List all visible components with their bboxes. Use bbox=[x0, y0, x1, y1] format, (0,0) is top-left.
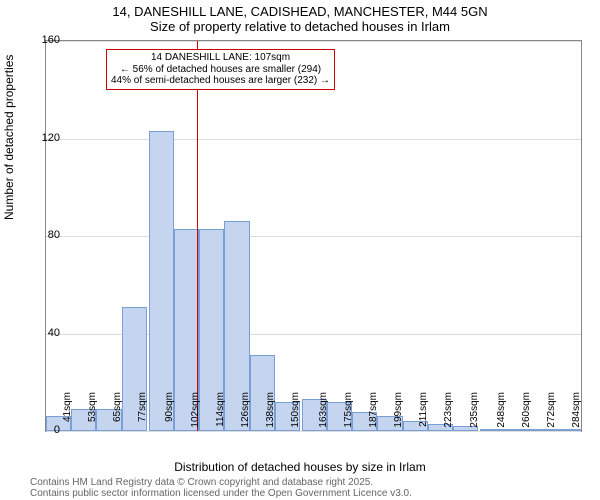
xtick-label: 223sqm bbox=[443, 392, 454, 432]
xtick-label: 163sqm bbox=[318, 392, 329, 432]
xtick-label: 126sqm bbox=[240, 392, 251, 432]
chart-area: 14 DANESHILL LANE: 107sqm← 56% of detach… bbox=[45, 40, 582, 432]
x-axis-label: Distribution of detached houses by size … bbox=[0, 460, 600, 474]
xtick-label: 90sqm bbox=[164, 392, 175, 432]
annotation-line1: 14 DANESHILL LANE: 107sqm bbox=[111, 52, 330, 64]
xtick-label: 248sqm bbox=[496, 392, 507, 432]
xtick-label: 102sqm bbox=[190, 392, 201, 432]
xtick-label: 260sqm bbox=[521, 392, 532, 432]
footer-line1: Contains HM Land Registry data © Crown c… bbox=[30, 477, 373, 488]
ytick-label: 120 bbox=[30, 132, 60, 144]
xtick-label: 235sqm bbox=[469, 392, 480, 432]
xtick-label: 199sqm bbox=[393, 392, 404, 432]
ytick-label: 160 bbox=[30, 34, 60, 46]
xtick-label: 175sqm bbox=[343, 392, 354, 432]
title-line1: 14, DANESHILL LANE, CADISHEAD, MANCHESTE… bbox=[0, 0, 600, 19]
histogram-bar bbox=[149, 131, 174, 431]
xtick-label: 150sqm bbox=[290, 392, 301, 432]
footer-line2: Contains public sector information licen… bbox=[30, 488, 412, 499]
annotation-box: 14 DANESHILL LANE: 107sqm← 56% of detach… bbox=[106, 49, 335, 90]
xtick-label: 77sqm bbox=[137, 392, 148, 432]
xtick-label: 138sqm bbox=[265, 392, 276, 432]
annotation-line3: 44% of semi-detached houses are larger (… bbox=[111, 75, 330, 87]
ytick-label: 0 bbox=[30, 424, 60, 436]
ytick-label: 40 bbox=[30, 327, 60, 339]
xtick-label: 65sqm bbox=[112, 392, 123, 432]
title-line2: Size of property relative to detached ho… bbox=[0, 19, 600, 34]
xtick-label: 272sqm bbox=[546, 392, 557, 432]
annotation-line2: ← 56% of detached houses are smaller (29… bbox=[111, 64, 330, 76]
xtick-label: 211sqm bbox=[418, 392, 429, 432]
gridline bbox=[46, 139, 581, 140]
gridline bbox=[46, 41, 581, 42]
y-axis-label: Number of detached properties bbox=[2, 55, 16, 220]
xtick-label: 41sqm bbox=[62, 392, 73, 432]
xtick-label: 114sqm bbox=[215, 392, 226, 432]
xtick-label: 53sqm bbox=[87, 392, 98, 432]
xtick-label: 187sqm bbox=[368, 392, 379, 432]
ytick-label: 80 bbox=[30, 229, 60, 241]
reference-line bbox=[197, 41, 198, 431]
xtick-label: 284sqm bbox=[571, 392, 582, 432]
gridline bbox=[46, 236, 581, 237]
